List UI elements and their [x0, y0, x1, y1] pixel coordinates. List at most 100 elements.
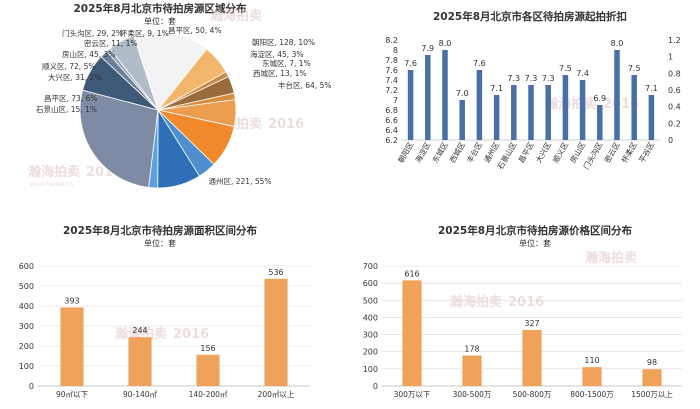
pie-label-12: 大兴区, 31, 2% — [48, 72, 101, 82]
bar-value-1: 178 — [464, 344, 479, 353]
category-label-2: 140-200㎡ — [189, 390, 228, 399]
watermark-year: 2016 — [268, 117, 304, 132]
bar-value-1: 7.9 — [421, 44, 434, 53]
watermark-brand: 瀚海拍卖 — [115, 326, 167, 342]
y-tick-3: 300 — [19, 322, 34, 331]
bar-4 — [642, 369, 662, 386]
bar-value-6: 7.3 — [507, 74, 520, 83]
category-label-1: 300-500万 — [453, 390, 492, 399]
pie-label-2: 西城区, 13, 1% — [253, 69, 306, 78]
category-label-14: 平谷区 — [637, 140, 656, 164]
pie-unit: 单位：套 — [144, 16, 176, 26]
y-tick-7: 0 — [373, 382, 378, 391]
watermark-year: 2016 — [603, 97, 639, 112]
y-tick-3: 400 — [363, 313, 378, 322]
bar-1 — [425, 55, 431, 140]
bar-value-2: 8.0 — [439, 39, 452, 48]
watermark-brand: 瀚海拍卖 — [450, 294, 502, 310]
area-chart-panel: 2025年8月北京市待拍房源面积区间分布 单位：套 瀚海拍卖 2016 600 5… — [0, 204, 350, 408]
pie-label-3: 东城区, 7, 1% — [262, 58, 311, 68]
area-watermark: 瀚海拍卖 2016 — [115, 326, 209, 342]
y-tick-4: 300 — [363, 331, 378, 340]
pie-watermark: 瀚海拍卖 2016 www.haipai.cn 瀚海拍卖 2016 瀚海拍卖 — [28, 8, 304, 188]
area-title: 2025年8月北京市待拍房源面积区间分布 — [63, 224, 258, 237]
bar-value-3: 7.0 — [456, 89, 469, 98]
bar-value-13: 7.5 — [628, 64, 641, 73]
y-tick-4: 7.4 — [385, 76, 398, 85]
category-label-3: 西城区 — [448, 140, 467, 164]
watermark-url: www.haipai.cn — [30, 181, 74, 188]
bar-0 — [407, 70, 414, 140]
bar-value-9: 7.5 — [559, 64, 572, 73]
y-tick-9: 6.4 — [385, 126, 398, 135]
category-label-9: 顺义区 — [551, 140, 570, 164]
bar-12 — [614, 50, 620, 140]
y2-tick-4: 0.4 — [668, 103, 681, 112]
y-tick-7: 6.8 — [385, 106, 398, 115]
y-tick-5: 100 — [19, 362, 34, 371]
pie-title: 2025年8月北京市待拍房源区域分布 — [73, 2, 247, 15]
y2-tick-1: 1 — [668, 53, 673, 62]
y-tick-2: 500 — [363, 296, 378, 305]
y-tick-0: 700 — [363, 262, 378, 271]
pie-label-5: 朝阳区, 128, 10% — [252, 38, 315, 47]
pie-label-10: 房山区, 45, 3% — [62, 49, 115, 59]
y-tick-5: 7.2 — [385, 86, 398, 95]
y-tick-2: 7.8 — [385, 56, 398, 65]
pie-chart-panel: 2025年8月北京市待拍房源区域分布 单位：套 瀚海拍卖 2016 www.ha… — [0, 0, 350, 204]
category-label-4: 1500万以上 — [631, 390, 673, 399]
bar-value-0: 616 — [404, 269, 419, 278]
y-tick-1: 8 — [393, 46, 398, 55]
watermark-brand: 瀚海拍卖 — [545, 96, 597, 112]
bar-3 — [264, 278, 288, 386]
category-label-3: 800-1500万 — [570, 390, 614, 399]
price-unit: 单位：套 — [519, 238, 551, 248]
price-watermark: 瀚海拍卖 2016 瀚海拍卖 — [450, 250, 637, 310]
y2-tick-2: 0.8 — [668, 69, 681, 78]
discount-chart-panel: 2025年8月北京市各区待拍房源起拍折扣 瀚海拍卖 2016 8.2 8 7.8 7.… — [350, 0, 700, 204]
bar-0 — [402, 280, 422, 386]
pie-label-11: 顺义区, 72, 5% — [42, 62, 95, 71]
bar-value-5: 7.1 — [490, 84, 503, 93]
y2-tick-3: 0.6 — [668, 86, 681, 95]
bar-0 — [60, 307, 84, 386]
category-label-13: 怀柔区 — [619, 140, 639, 165]
y-tick-4: 200 — [19, 342, 34, 351]
bar-value-1: 244 — [132, 326, 147, 335]
area-unit: 单位：套 — [144, 238, 176, 248]
bar-value-11: 6.9 — [593, 94, 606, 103]
discount-title: 2025年8月北京市各区待拍房源起拍折扣 — [433, 10, 627, 23]
discount-watermark: 瀚海拍卖 2016 — [545, 96, 639, 112]
price-chart-panel: 2025年8月北京市待拍房源价格区间分布 单位：套 瀚海拍卖 2016 瀚海拍卖… — [350, 204, 700, 408]
pie-label-1: 丰台区, 64, 5% — [278, 80, 331, 90]
bar-6 — [511, 85, 517, 140]
watermark-year: 2016 — [508, 295, 544, 310]
bar-1 — [128, 337, 152, 386]
y-tick-8: 6.6 — [385, 116, 398, 125]
bar-5 — [493, 95, 500, 140]
bar-11 — [597, 105, 603, 140]
pie-label-8: 门头沟区, 29, 2% — [62, 28, 123, 38]
y-tick-6: 100 — [363, 365, 378, 374]
bar-value-14: 7.1 — [645, 84, 658, 93]
pie-label-6: 昌平区, 50, 4% — [168, 26, 221, 35]
y2-tick-6: 0 — [668, 136, 673, 145]
area-bar-chart: 2025年8月北京市待拍房源面积区间分布 单位：套 瀚海拍卖 2016 600 5… — [19, 224, 310, 399]
bar-value-10: 7.4 — [576, 69, 589, 78]
y-tick-2: 400 — [19, 302, 34, 311]
pie-slice-14 — [148, 109, 159, 189]
category-label-8: 大兴区 — [533, 140, 553, 165]
bar-value-0: 393 — [64, 296, 79, 305]
bar-3 — [459, 100, 465, 140]
category-label-2: 500-800万 — [513, 390, 552, 399]
category-label-0: 朝阳区 — [396, 140, 415, 164]
y-tick-6: 7 — [393, 96, 398, 105]
y-tick-1: 600 — [363, 279, 378, 288]
category-label-4: 丰台区 — [464, 140, 484, 165]
bar-value-12: 8.0 — [611, 39, 624, 48]
watermark-brand: 瀚海拍卖 — [210, 8, 262, 24]
bar-8 — [545, 85, 551, 140]
bar-3 — [582, 367, 602, 386]
price-bar-chart: 2025年8月北京市待拍房源价格区间分布 单位：套 瀚海拍卖 2016 瀚海拍卖… — [363, 224, 682, 399]
bar-value-4: 98 — [647, 358, 657, 367]
